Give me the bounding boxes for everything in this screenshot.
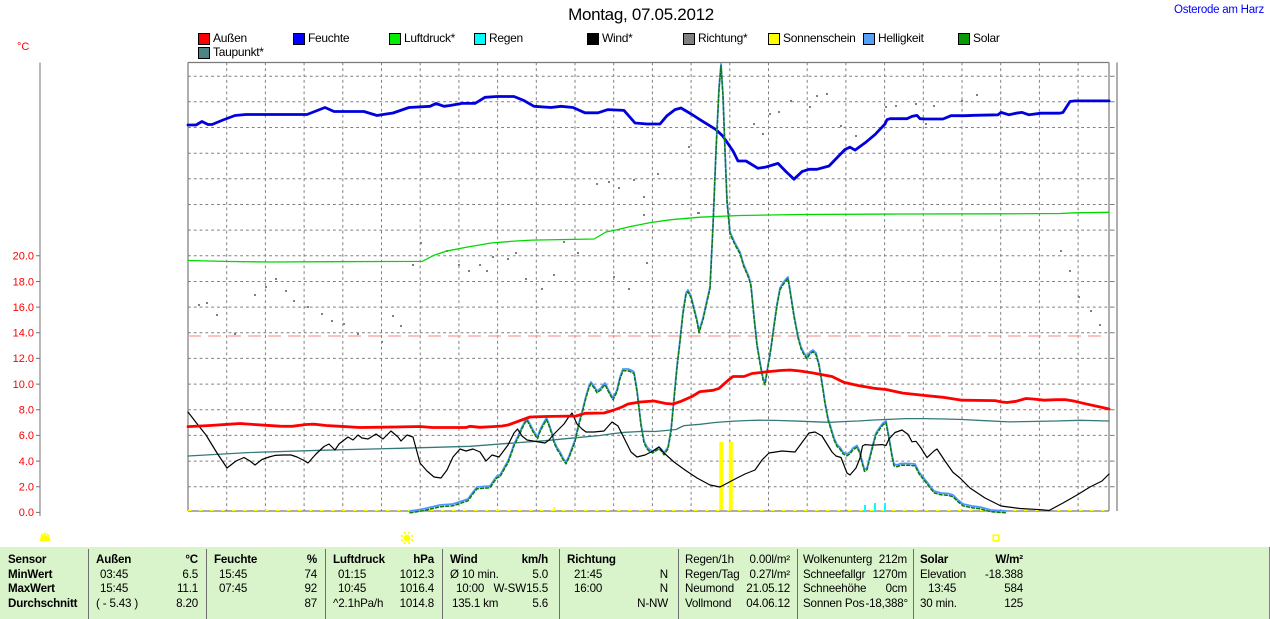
svg-text:6.0: 6.0	[19, 430, 34, 442]
svg-text:0.0: 0.0	[19, 507, 34, 519]
svg-text:10.0: 10.0	[13, 379, 34, 391]
svg-text:8.0: 8.0	[19, 405, 34, 417]
svg-text:12.0: 12.0	[13, 353, 34, 365]
svg-text:20.0: 20.0	[13, 251, 34, 263]
svg-text:18.0: 18.0	[13, 276, 34, 288]
svg-text:4.0: 4.0	[19, 456, 34, 468]
svg-text:16.0: 16.0	[13, 302, 34, 314]
svg-text:2.0: 2.0	[19, 482, 34, 494]
svg-text:14.0: 14.0	[13, 328, 34, 340]
